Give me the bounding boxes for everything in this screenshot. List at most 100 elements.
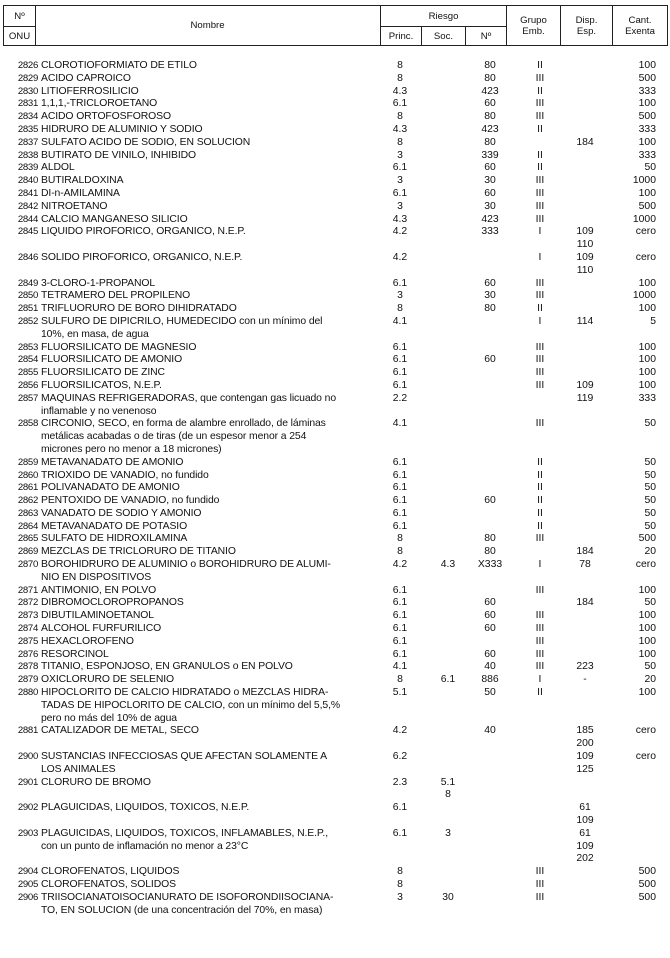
cell-onu: 2879: [12, 674, 38, 687]
cell-line: III: [535, 866, 545, 878]
cell-line: ANTIMONIO, EN POLVO: [41, 584, 157, 596]
cell-onu: 2844: [12, 214, 38, 227]
cell-princ: 6.1: [382, 162, 418, 175]
cell-onu: 2856: [12, 380, 38, 393]
cell-line: PENTOXIDO DE VANADIO, no fundido: [41, 495, 220, 507]
cell-line: VANADATO DE SODIO Y AMONIO: [41, 507, 202, 519]
cell-onu: 2845: [12, 226, 38, 239]
cell-grupo: III: [520, 623, 560, 636]
cell-line: II: [537, 123, 543, 135]
cell-line: 2.2: [392, 392, 408, 404]
cell-onu: 2901: [12, 777, 38, 790]
cell-name: SULFATO DE HIDROXILAMINA: [41, 533, 383, 546]
cell-cant: 50: [612, 508, 656, 521]
cell-no: 80: [470, 137, 510, 150]
cell-line: CLOROFENATOS, LIQUIDOS: [41, 866, 180, 878]
cell-name: SOLIDO PIROFORICO, ORGANICO, N.E.P.: [41, 252, 383, 265]
cell-line: 109: [576, 751, 594, 763]
cell-line: FLUORSILICATO DE AMONIO: [41, 354, 183, 366]
cell-cant: 1000: [612, 175, 656, 188]
cell-onu: 2861: [12, 482, 38, 495]
cell-line: 100: [638, 354, 656, 366]
cell-line: 184: [576, 136, 594, 148]
cell-line: 10%, en masa, de agua: [41, 328, 149, 340]
cell-cant: 100: [612, 303, 656, 316]
cell-line: 50: [644, 507, 656, 519]
cell-grupo: III: [520, 98, 560, 111]
cell-no: 30: [470, 290, 510, 303]
cell-line: 1000: [632, 213, 656, 225]
cell-disp: 109 110: [565, 226, 605, 252]
cell-line: 61: [579, 827, 591, 839]
cell-line: 2879: [17, 674, 38, 686]
cell-line: 61: [579, 802, 591, 814]
cell-princ: 8: [382, 60, 418, 73]
cell-line: 8: [445, 789, 451, 801]
cell-cant: 20: [612, 674, 656, 687]
cell-princ: 4.2: [382, 725, 418, 738]
cell-line: 8: [397, 546, 403, 558]
cell-line: 223: [576, 661, 594, 673]
cell-onu: 2842: [12, 201, 38, 214]
cell-line: II: [537, 482, 543, 494]
cell-line: 2880: [17, 687, 38, 699]
cell-name: DIBROMOCLOROPROPANOS: [41, 597, 383, 610]
cell-line: CATALIZADOR DE METAL, SECO: [41, 725, 199, 737]
table-row: 2858 CIRCONIO, SECO, en forma de alambre …: [0, 418, 670, 456]
cell-line: 5.1: [392, 687, 408, 699]
cell-name: BUTIRALDOXINA: [41, 175, 383, 188]
cell-grupo: III: [520, 380, 560, 393]
cell-grupo: III: [520, 214, 560, 227]
cell-line: 500: [638, 879, 656, 890]
cell-line: 100: [638, 277, 656, 289]
cell-onu: 2865: [12, 533, 38, 546]
cell-onu: 2870: [12, 559, 38, 572]
cell-line: LIQUIDO PIROFORICO, ORGANICO, N.E.P.: [41, 226, 246, 238]
cell-line: 50: [644, 482, 656, 494]
cell-line: 2850: [17, 290, 38, 302]
cell-line: 2862: [17, 495, 38, 507]
cell-princ: 4.3: [382, 214, 418, 227]
cell-princ: 3: [382, 175, 418, 188]
cell-onu: 2903: [12, 828, 38, 841]
table-row: 2863 VANADATO DE SODIO Y AMONIO 6.1 II 50: [0, 508, 670, 521]
cell-disp: 61 109 202: [565, 828, 605, 866]
cell-line: cero: [635, 559, 656, 571]
cell-grupo: III: [520, 879, 560, 892]
cell-line: 2844: [17, 213, 38, 225]
table-row: 2838 BUTIRATO DE VINILO, INHIBIDO 3 339 II 33…: [0, 150, 670, 163]
cell-grupo: II: [520, 687, 560, 700]
cell-cant: 100: [612, 60, 656, 73]
cell-line: 100: [638, 379, 656, 391]
cell-line: 886: [481, 674, 499, 686]
cell-grupo: II: [520, 162, 560, 175]
cell-grupo: II: [520, 521, 560, 534]
cell-princ: 6.1: [382, 495, 418, 508]
cell-line: I: [538, 674, 542, 686]
cell-line: III: [535, 418, 545, 430]
cell-line: SULFURO DE DIPICRILO, HUMEDECIDO con un …: [41, 315, 323, 327]
cell-line: 60: [484, 354, 496, 366]
table-row: 2835 HIDRURO DE ALUMINIO Y SODIO 4.3 423 II 3…: [0, 124, 670, 137]
cell-cant: 100: [612, 367, 656, 380]
cell-line: 125: [576, 763, 594, 775]
cell-line: 80: [484, 303, 496, 315]
cell-line: 2871: [17, 584, 38, 596]
cell-cant: 50: [612, 521, 656, 534]
cell-line: 2904: [17, 866, 38, 878]
cell-line: 202: [576, 853, 594, 865]
cell-line: 6.2: [392, 751, 408, 763]
table-row: 2831 1,1,1,-TRICLOROETANO 6.1 60 III 100: [0, 98, 670, 111]
cell-cant: 50: [612, 597, 656, 610]
cell-soc: 4.3: [430, 559, 466, 572]
cell-line: 6.1: [392, 354, 408, 366]
cell-name: FLUORSILICATO DE MAGNESIO: [41, 342, 383, 355]
cell-line: 80: [484, 533, 496, 545]
cell-line: 6.1: [392, 98, 408, 110]
cell-name: CLOROTIOFORMIATO DE ETILO: [41, 60, 383, 73]
cell-grupo: III: [520, 610, 560, 623]
cell-cant: 333: [612, 393, 656, 406]
cell-no: 80: [470, 533, 510, 546]
table-row: 2871 ANTIMONIO, EN POLVO 6.1 III 100: [0, 585, 670, 598]
cell-princ: 6.1: [382, 482, 418, 495]
